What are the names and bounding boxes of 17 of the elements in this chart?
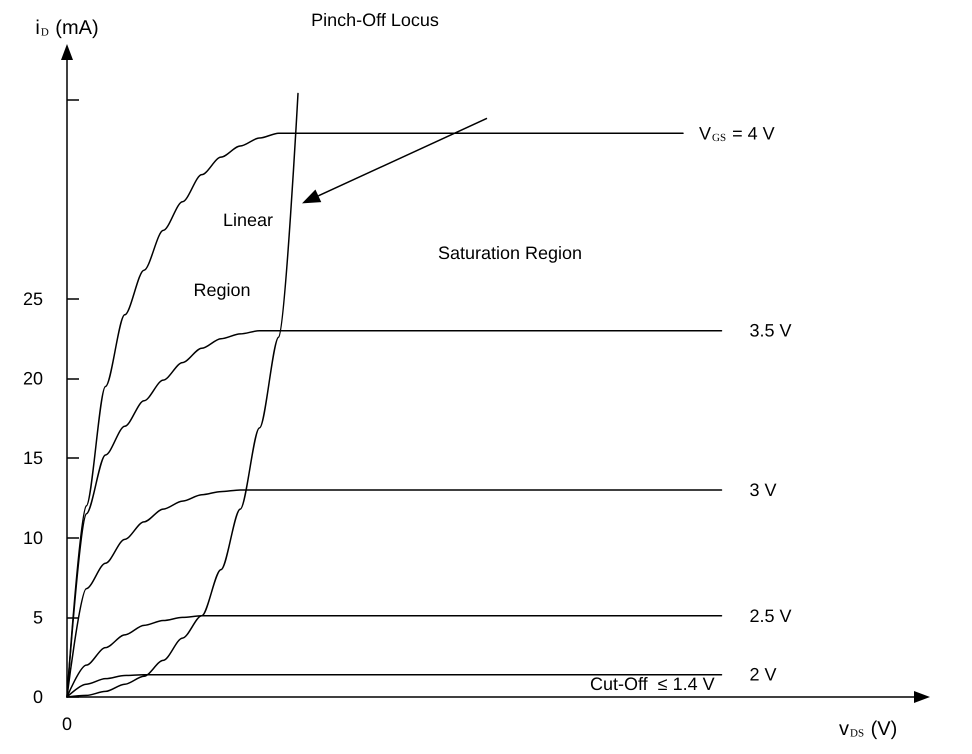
x-axis-title: vDS (V) <box>839 718 898 740</box>
y-tick-label: 5 <box>32 607 43 628</box>
series-label: 2 V <box>750 664 777 685</box>
y-tick-label: 0 <box>32 687 43 707</box>
y-tick-label: 15 <box>22 448 43 468</box>
y-tick-label: 20 <box>22 368 43 388</box>
annotation: Linear <box>222 210 274 230</box>
annotation: Cut-Off ≤ 1.4 V <box>590 674 715 694</box>
series-label: 2.5 V <box>750 606 792 626</box>
series-label: 3 V <box>750 480 777 500</box>
y-tick-label: 10 <box>22 528 43 548</box>
text: Pinch-Off Locus <box>311 10 439 30</box>
annotation: Region <box>193 280 251 300</box>
series-label: 3.5 V <box>750 320 792 341</box>
annotation: Saturation Region <box>438 243 582 263</box>
y-axis-title: iD (mA) <box>35 17 99 39</box>
y-tick-label: 25 <box>22 288 43 309</box>
